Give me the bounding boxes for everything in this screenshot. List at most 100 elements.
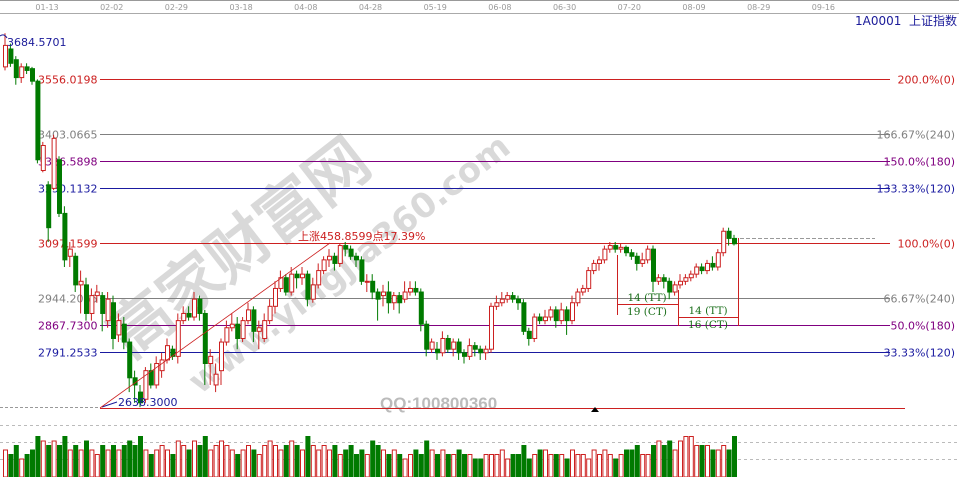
volume-bar bbox=[310, 445, 316, 477]
volume-bar bbox=[294, 445, 300, 477]
volume-bar bbox=[132, 445, 138, 477]
candle bbox=[391, 292, 397, 310]
candle bbox=[570, 295, 575, 325]
volume-bar bbox=[688, 436, 694, 477]
candle bbox=[316, 263, 322, 289]
candle bbox=[715, 249, 721, 271]
volume-bar bbox=[613, 458, 619, 477]
candle bbox=[327, 249, 332, 268]
candle bbox=[364, 274, 370, 293]
volume-bar bbox=[197, 445, 203, 477]
candle bbox=[8, 43, 14, 67]
volume-bar bbox=[35, 436, 41, 477]
volume-bar bbox=[332, 445, 338, 477]
candle bbox=[213, 363, 219, 393]
volume-bar bbox=[570, 449, 575, 477]
candle-body bbox=[483, 348, 489, 354]
candle bbox=[57, 156, 62, 217]
candle bbox=[634, 252, 640, 271]
volume-bar bbox=[181, 445, 187, 477]
candle-body bbox=[402, 291, 408, 300]
candle-body bbox=[316, 270, 322, 286]
candle bbox=[726, 227, 732, 246]
candle-body bbox=[305, 273, 311, 300]
volume-bar bbox=[651, 445, 656, 477]
candle-body bbox=[375, 291, 381, 300]
candle bbox=[175, 313, 181, 364]
candle-body bbox=[397, 295, 403, 304]
candle-body bbox=[510, 295, 516, 300]
candle bbox=[537, 313, 543, 325]
volume-bar bbox=[3, 449, 8, 477]
fib-price-label: 2944.2066 bbox=[38, 293, 98, 306]
candle bbox=[559, 302, 565, 325]
candle-body bbox=[381, 291, 386, 297]
candle bbox=[575, 288, 581, 307]
candle-body bbox=[327, 255, 332, 261]
volume-bar bbox=[510, 454, 516, 477]
candle bbox=[705, 259, 710, 275]
candle bbox=[478, 345, 484, 360]
candle bbox=[300, 267, 305, 285]
candle-body bbox=[278, 277, 284, 289]
candle bbox=[472, 342, 478, 357]
volume-bar bbox=[586, 458, 592, 477]
volume-bar bbox=[321, 445, 327, 477]
candle-body bbox=[564, 309, 570, 322]
volume-bar bbox=[499, 449, 505, 477]
volume-bar bbox=[19, 458, 25, 477]
low-price-label: 2638.3000 bbox=[118, 396, 178, 409]
candle-body bbox=[607, 245, 613, 250]
candle-body bbox=[192, 298, 197, 318]
candle-body bbox=[699, 266, 705, 272]
candle bbox=[494, 295, 500, 310]
fib-percent-label: 100.0%(0) bbox=[897, 238, 955, 251]
chart-title: 1A0001 上证指数 bbox=[855, 13, 957, 28]
candle bbox=[343, 241, 349, 257]
volume-bar bbox=[424, 440, 430, 477]
candle-body bbox=[467, 345, 473, 357]
volume-bar bbox=[607, 454, 613, 477]
candle-body bbox=[94, 291, 100, 297]
candle bbox=[3, 33, 8, 71]
candle bbox=[62, 206, 68, 268]
x-tick-label: 03-18 bbox=[229, 3, 252, 12]
candle-body bbox=[57, 159, 62, 214]
x-tick-label: 05-19 bbox=[424, 3, 447, 12]
fib-percent-label: 150.0%(180) bbox=[883, 156, 955, 169]
candle-body bbox=[143, 370, 149, 400]
candle-body bbox=[181, 312, 187, 322]
volume-bar bbox=[602, 449, 608, 477]
candle-body bbox=[618, 246, 624, 250]
x-tick-label: 08-29 bbox=[747, 3, 770, 12]
candle bbox=[451, 338, 457, 357]
candle bbox=[661, 274, 667, 289]
x-tick-label: 08-09 bbox=[682, 3, 705, 12]
fib-percent-label: 50.0%(180) bbox=[890, 320, 955, 333]
candle-body bbox=[413, 287, 419, 293]
candle-body bbox=[175, 320, 181, 357]
candle bbox=[170, 345, 176, 360]
volume-bar bbox=[386, 454, 392, 477]
candle bbox=[235, 317, 241, 350]
candle bbox=[640, 252, 646, 268]
candle-body bbox=[478, 348, 484, 354]
candle-body bbox=[651, 248, 656, 282]
rise-annotation: 上涨458.8599点17.39% bbox=[298, 230, 425, 243]
volume-bar bbox=[413, 449, 419, 477]
candle-body bbox=[208, 355, 214, 365]
candle-body bbox=[89, 295, 95, 314]
candle-body bbox=[100, 295, 106, 314]
volume-bar bbox=[111, 445, 116, 477]
volume-bars bbox=[3, 436, 737, 477]
volume-bar bbox=[116, 449, 122, 477]
fib-price-label: 3556.0198 bbox=[38, 74, 98, 87]
volume-bar bbox=[289, 440, 295, 477]
volume-bar bbox=[575, 454, 581, 477]
candle bbox=[424, 320, 430, 357]
volume-bar bbox=[100, 445, 106, 477]
candle bbox=[46, 181, 52, 242]
candle-body bbox=[294, 273, 300, 279]
candle-body bbox=[640, 259, 646, 264]
candle-body bbox=[386, 291, 392, 304]
